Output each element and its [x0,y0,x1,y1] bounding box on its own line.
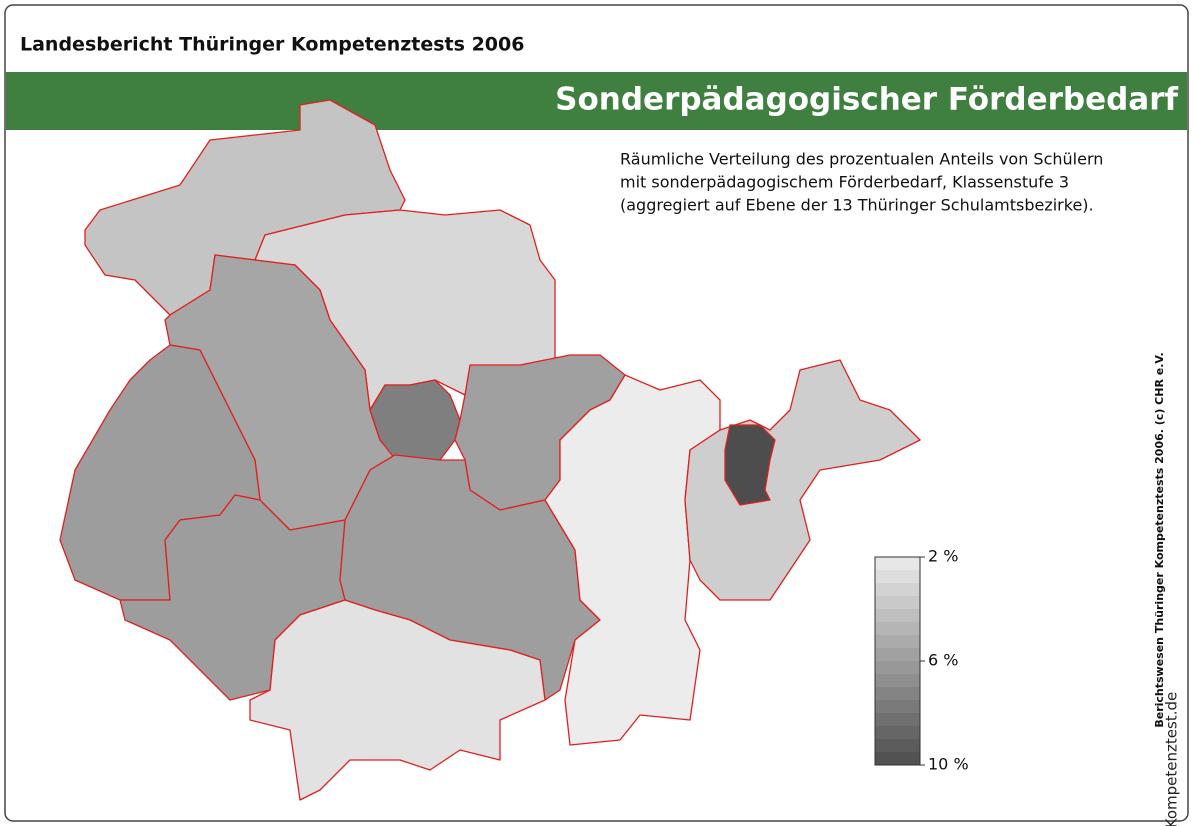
legend-step [875,570,920,584]
legend-step [875,648,920,662]
logo: Kompetenztest.de [1163,692,1181,826]
legend-label: 2 % [928,547,958,566]
legend-step [875,739,920,753]
region [684,359,921,601]
region [724,424,776,506]
legend-step [875,635,920,649]
legend-label: 10 % [928,755,969,774]
legend-label: 6 % [928,651,958,670]
legend-step [875,557,920,571]
legend: 2 % 6 % 10 % [874,547,969,774]
legend-step [875,622,920,636]
credit: Berichtswesen Thüringer Kompetenztests 2… [1153,352,1166,727]
description-line: mit sonderpädagogischem Förderbedarf, Kl… [620,173,1069,192]
header-title: Landesbericht Thüringer Kompetenztests 2… [20,34,524,56]
legend-step [875,726,920,740]
legend-step [875,752,920,766]
map [59,99,921,801]
banner [6,72,1187,130]
region [249,599,546,801]
legend-step [875,687,920,701]
description-line: (aggregiert auf Ebene der 13 Thüringer S… [620,196,1094,215]
banner-title: Sonderpädagogischer Förderbedarf [555,82,1178,118]
legend-step [875,661,920,675]
legend-step [875,674,920,688]
legend-step [875,596,920,610]
legend-step [875,583,920,597]
region [544,374,721,746]
description-line: Räumliche Verteilung des prozentualen An… [620,150,1103,169]
legend-step [875,609,920,623]
legend-step [875,713,920,727]
legend-step [875,700,920,714]
